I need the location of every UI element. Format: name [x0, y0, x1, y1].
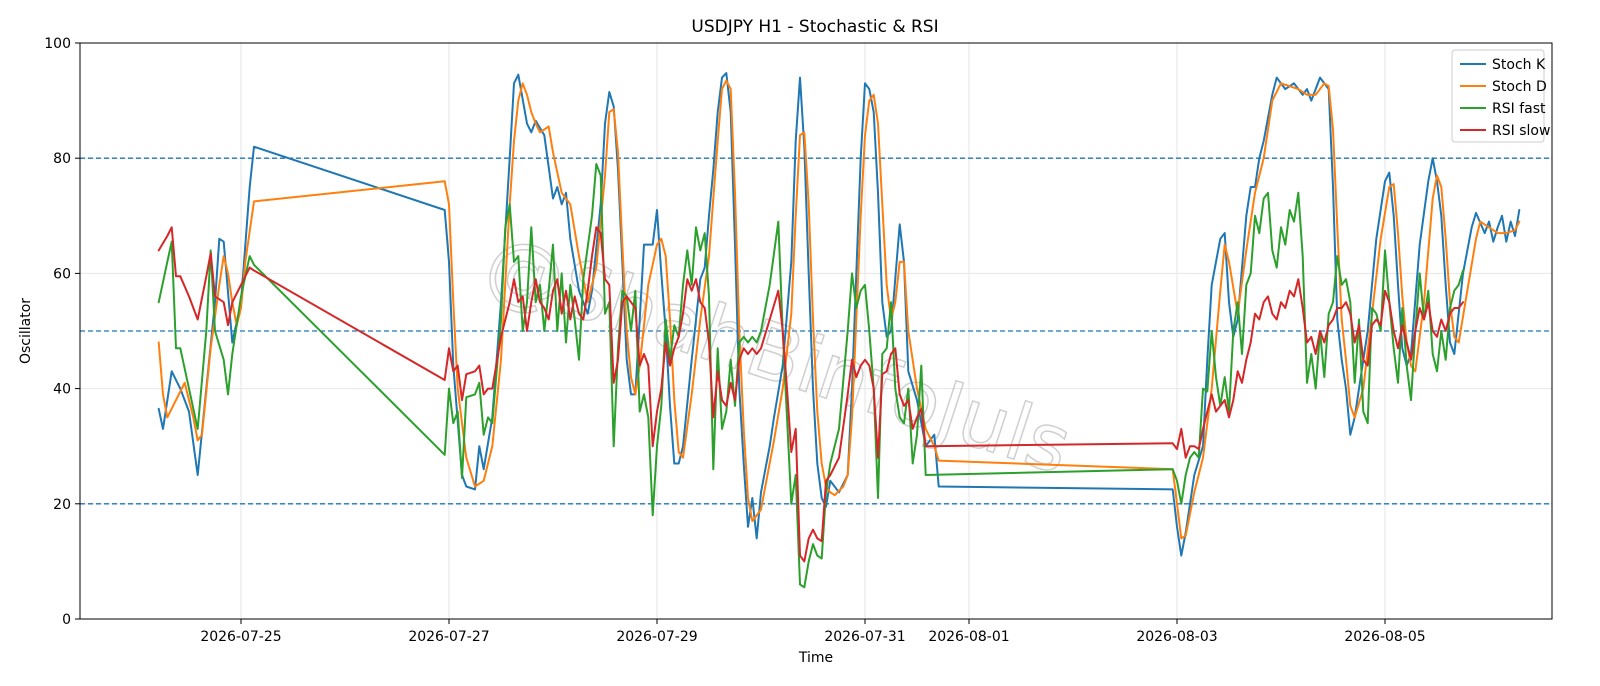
series-line-rsi-slow [157, 226, 1464, 563]
y-tick-label: 20 [53, 497, 71, 513]
series-line-stoch-d [157, 79, 1521, 540]
y-axis-ticks: 0 20 40 60 80 100 [44, 36, 80, 628]
legend-label-rsi-slow: RSI slow [1492, 123, 1550, 139]
y-tick-label: 100 [44, 36, 71, 52]
x-axis-ticks: 2026-07-25 2026-07-27 2026-07-29 2026-07-31… [200, 619, 1426, 645]
legend: Stoch K Stoch D RSI fast RSI slow [1451, 49, 1550, 143]
x-tick-label: 2026-07-27 [408, 629, 489, 645]
series-line-stoch-k [157, 72, 1521, 557]
x-axis-label: Time [798, 650, 833, 666]
x-tick-label: 2026-07-25 [200, 629, 281, 645]
series-lines [157, 72, 1521, 589]
legend-label-stoch-d: Stoch D [1492, 79, 1547, 95]
legend-label-rsi-fast: RSI fast [1492, 101, 1546, 117]
y-tick-label: 40 [53, 382, 71, 398]
chart-title: USDJPY H1 - Stochastic & RSI [691, 17, 938, 37]
x-tick-label: 2026-08-03 [1136, 629, 1217, 645]
legend-label-stoch-k: Stoch K [1492, 57, 1546, 73]
y-axis-label: Oscillator [18, 298, 34, 364]
reference-lines [80, 157, 1552, 505]
y-tick-label: 60 [53, 266, 71, 282]
x-tick-label: 2026-08-01 [928, 629, 1009, 645]
plot-frame [79, 42, 1553, 620]
x-tick-label: 2026-08-05 [1344, 629, 1425, 645]
x-tick-label: 2026-07-31 [824, 629, 905, 645]
y-tick-label: 80 [53, 151, 71, 167]
x-tick-label: 2026-07-29 [616, 629, 697, 645]
legend-box [1451, 49, 1545, 143]
y-tick-label: 0 [62, 612, 71, 628]
